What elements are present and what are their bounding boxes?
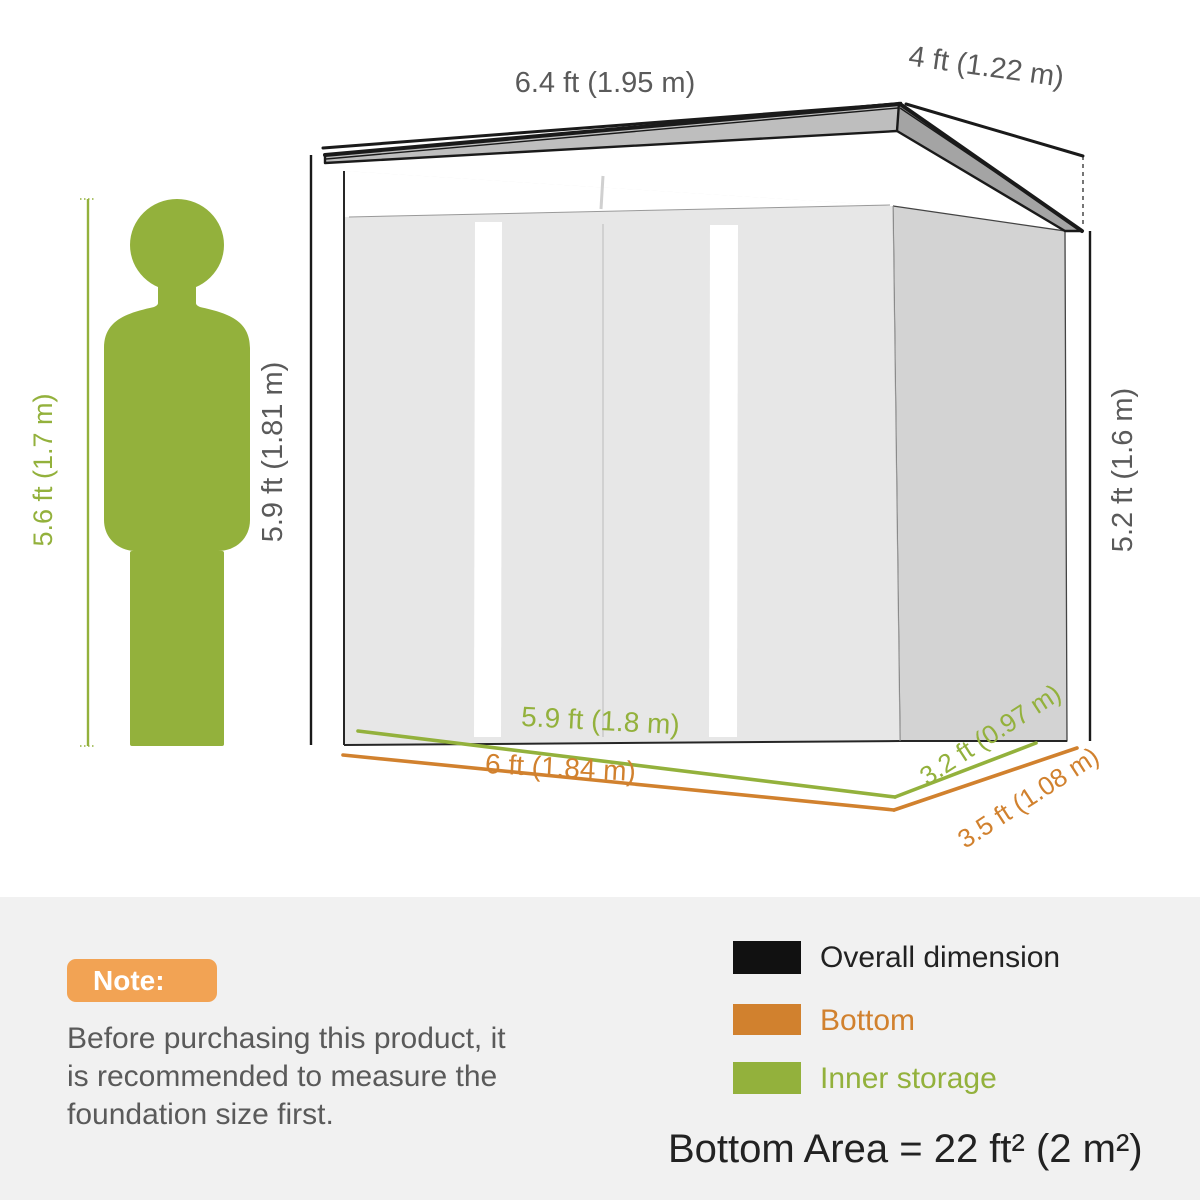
svg-text:5.9 ft (1.81 m): 5.9 ft (1.81 m) bbox=[257, 362, 289, 543]
svg-text:Before purchasing this product: Before purchasing this product, it bbox=[67, 1022, 506, 1055]
svg-text:5.6 ft (1.7 m): 5.6 ft (1.7 m) bbox=[28, 393, 58, 546]
svg-text:Inner storage: Inner storage bbox=[820, 1062, 997, 1095]
svg-text:6.4 ft (1.95 m): 6.4 ft (1.95 m) bbox=[515, 67, 696, 99]
svg-text:Bottom: Bottom bbox=[820, 1004, 915, 1037]
svg-text:is recommended to measure the: is recommended to measure the bbox=[67, 1060, 497, 1093]
svg-text:Note:: Note: bbox=[93, 965, 165, 996]
svg-text:Overall dimension: Overall dimension bbox=[820, 941, 1060, 974]
svg-text:5.2 ft (1.6 m): 5.2 ft (1.6 m) bbox=[1107, 388, 1139, 552]
svg-text:foundation size first.: foundation size first. bbox=[67, 1098, 334, 1131]
svg-text:Bottom Area = 22 ft² (2 m²): Bottom Area = 22 ft² (2 m²) bbox=[668, 1127, 1143, 1171]
